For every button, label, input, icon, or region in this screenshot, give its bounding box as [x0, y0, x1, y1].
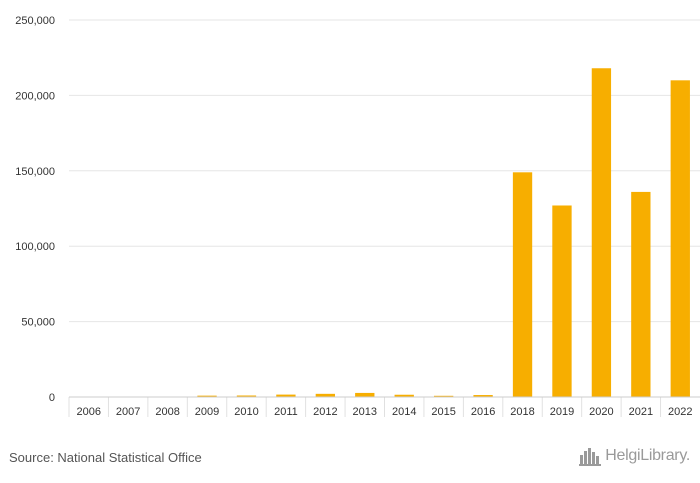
x-tick-label: 2013 [353, 406, 377, 418]
x-tick-label: 2008 [155, 406, 179, 418]
x-tick-label: 2021 [629, 406, 653, 418]
bar-2014[interactable] [394, 394, 414, 397]
y-tick-label: 150,000 [15, 166, 55, 178]
y-tick-label: 250,000 [15, 15, 55, 27]
x-tick-label: 2006 [76, 406, 100, 418]
y-tick-label: 0 [49, 392, 55, 404]
bar-2020[interactable] [591, 68, 612, 398]
bar-2022[interactable] [670, 80, 690, 397]
x-axis-tick-labels: 2006 2007 2008 2009 2010 2011 2012 2013 2014 2015… [68, 397, 693, 418]
bar-2015[interactable] [433, 395, 454, 397]
x-tick-label: 2012 [313, 406, 337, 418]
x-tick-label: 2018 [510, 406, 534, 418]
bar-2016[interactable] [473, 395, 493, 397]
bar-2012[interactable] [315, 393, 336, 397]
x-tick-label: 2020 [589, 406, 613, 418]
y-tick-label: 100,000 [15, 241, 55, 253]
x-tick-label: 2010 [234, 406, 258, 418]
x-tick-label: 2011 [274, 406, 298, 418]
x-tick-label: 2019 [550, 406, 574, 418]
x-tick-label: 2015 [431, 406, 455, 418]
bar-2010[interactable] [236, 395, 257, 397]
bar-2011[interactable] [276, 394, 296, 397]
city-skyline-icon [579, 448, 602, 466]
bar-2019[interactable] [552, 205, 572, 397]
x-tick-label: 2014 [392, 406, 416, 418]
y-tick-label: 50,000 [21, 317, 55, 329]
brand-name: HelgiLibrary. [605, 447, 690, 464]
brand-logo[interactable]: HelgiLibrary. [579, 446, 690, 466]
bar-2018[interactable] [512, 172, 533, 397]
bars [79, 68, 690, 398]
x-tick-label: 2007 [116, 406, 140, 418]
bar-2021[interactable] [631, 191, 651, 397]
source-note: Source: National Statistical Office [9, 450, 202, 465]
x-tick-label: 2009 [195, 406, 219, 418]
y-axis-tick-labels: 0 50,000 100,000 150,000 200,000 250,000 [15, 15, 55, 404]
bar-2009[interactable] [197, 395, 217, 397]
bar-2013[interactable] [355, 392, 375, 397]
x-tick-label: 2022 [668, 406, 692, 418]
x-tick-label: 2016 [471, 406, 495, 418]
y-tick-label: 200,000 [15, 90, 55, 102]
